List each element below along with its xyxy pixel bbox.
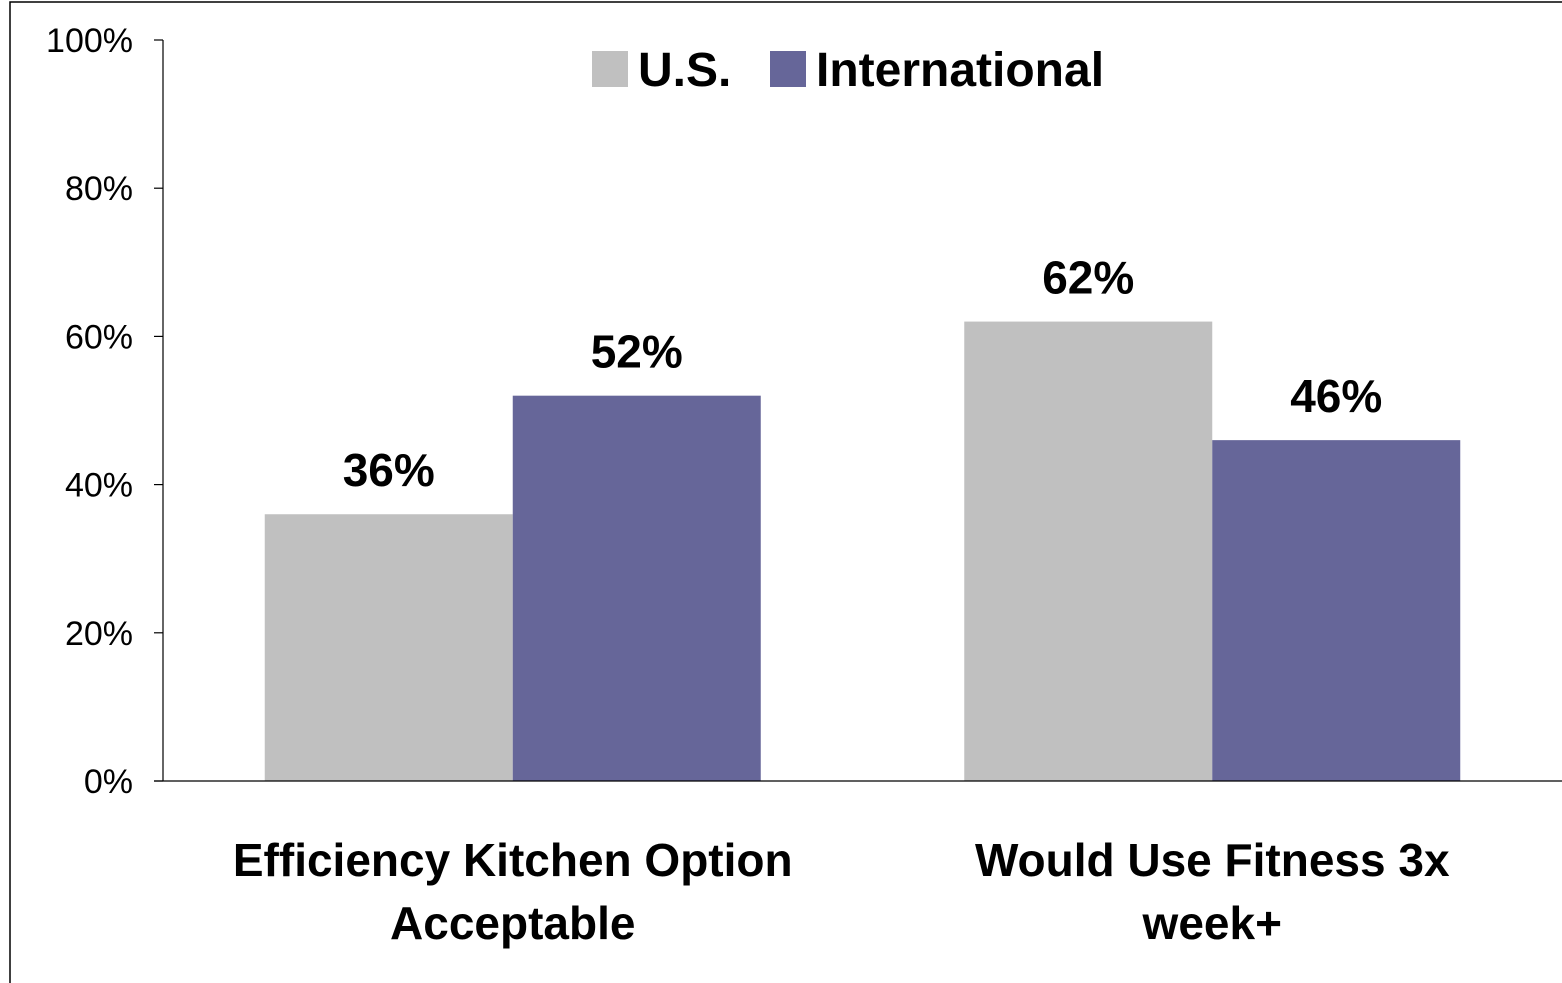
- legend-label-international: International: [816, 44, 1104, 97]
- y-tick-label: 20%: [65, 615, 133, 653]
- legend-swatch-international: [770, 51, 806, 87]
- y-axis: 0% 20% 40% 60% 80% 100%: [46, 22, 164, 801]
- bar-international-0: [512, 395, 761, 781]
- data-label: 36%: [343, 444, 435, 496]
- category-label: week+: [1142, 897, 1282, 949]
- chart-frame: [9, 1, 1562, 983]
- category-label: Efficiency Kitchen Option: [233, 834, 793, 886]
- y-tick-label: 40%: [65, 467, 133, 505]
- bar-international-1: [1212, 440, 1461, 781]
- bar-us-1: [964, 321, 1213, 781]
- y-tick-label: 60%: [65, 318, 133, 356]
- category-label: Acceptable: [390, 897, 635, 949]
- data-label: 46%: [1290, 370, 1382, 422]
- x-axis: Efficiency Kitchen Option Acceptable Would…: [154, 780, 1562, 949]
- category-label: Would Use Fitness 3x: [975, 834, 1450, 886]
- legend: U.S. International: [592, 44, 1104, 97]
- data-labels: 36% 52% 62% 46%: [343, 252, 1383, 497]
- legend-label-us: U.S.: [638, 44, 731, 97]
- legend-swatch-us: [592, 51, 628, 87]
- data-label: 62%: [1042, 252, 1134, 304]
- data-label: 52%: [591, 326, 683, 378]
- bar-us-0: [264, 514, 513, 781]
- y-tick-label: 100%: [46, 22, 133, 60]
- y-tick-label: 80%: [65, 170, 133, 208]
- bars: [264, 321, 1461, 781]
- y-tick-label: 0%: [84, 763, 133, 801]
